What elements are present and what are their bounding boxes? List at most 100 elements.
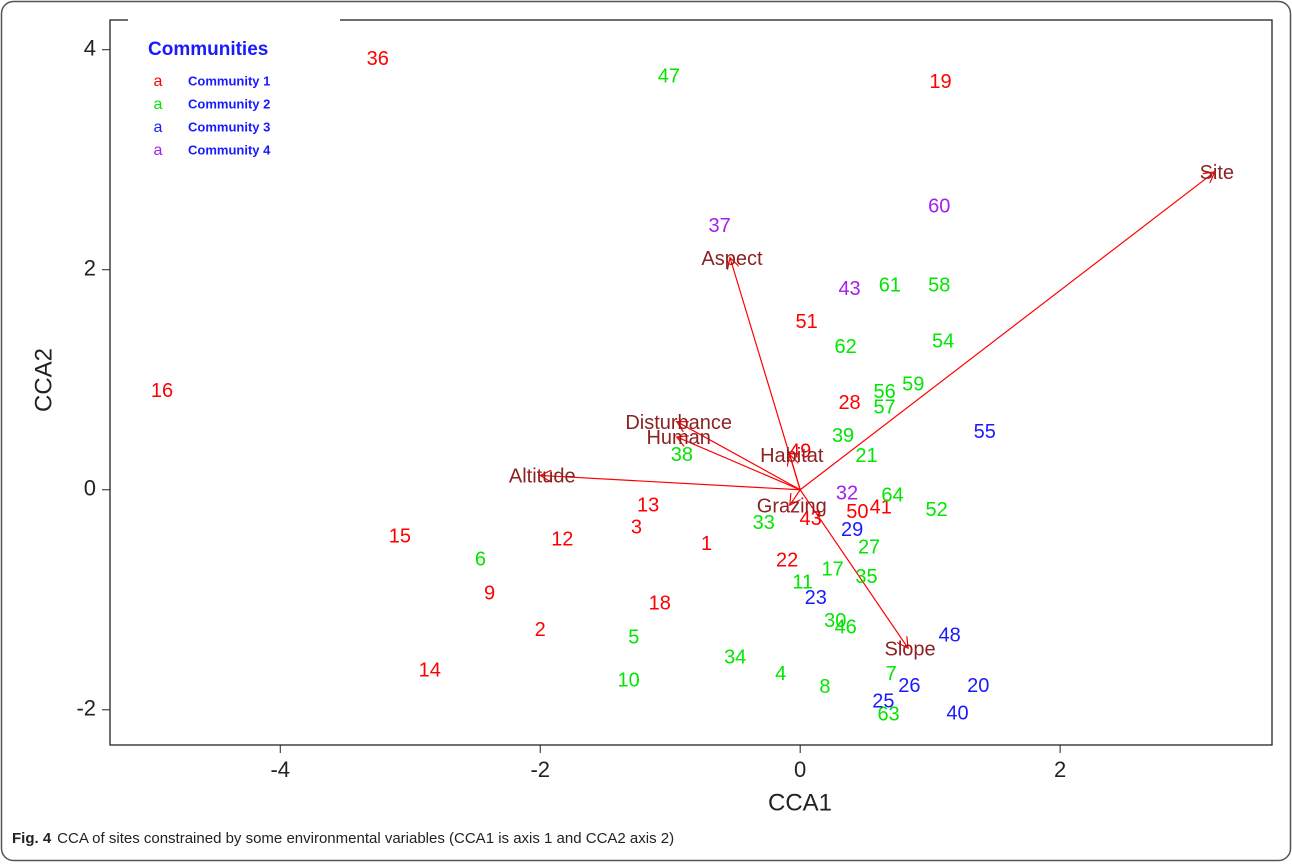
point-label: 21 (855, 445, 877, 467)
point-label: 48 (939, 624, 961, 646)
point-label: 11 (792, 572, 813, 594)
point-label: 57 (874, 397, 896, 419)
legend-title: Communities (148, 39, 268, 60)
point-label: 58 (928, 275, 950, 297)
point-label: 27 (858, 536, 880, 558)
point-label: 20 (967, 675, 989, 697)
legend-marker: a (154, 119, 163, 136)
y-tick-label: 4 (84, 36, 96, 61)
vector-label: Altitude (509, 466, 576, 488)
vector-label: Slope (884, 638, 935, 660)
legend-marker: a (154, 96, 163, 113)
point-label: 5 (628, 627, 639, 649)
point-label: 28 (838, 392, 860, 414)
point-label: 34 (724, 646, 746, 668)
point-label: 60 (928, 195, 950, 217)
point-label: 54 (932, 331, 954, 353)
point-label: 33 (753, 512, 775, 534)
caption-text: CCA of sites constrained by some environ… (57, 830, 674, 847)
point-label: 40 (946, 702, 968, 724)
x-tick-label: -4 (270, 757, 290, 782)
point-label: 22 (776, 550, 798, 572)
vector-label: Human (646, 427, 710, 449)
point-label: 49 (789, 441, 811, 463)
point-label: 52 (926, 499, 948, 521)
vector-label: Aspect (701, 248, 763, 270)
point-label: 29 (841, 519, 863, 541)
point-label: 41 (870, 497, 892, 519)
point-label: 56 (874, 381, 896, 403)
plot-frame (109, 19, 1273, 746)
point-label: 18 (649, 592, 671, 614)
point-label: 16 (151, 380, 173, 402)
point-label: 61 (879, 275, 901, 297)
x-tick-label: -2 (530, 757, 550, 782)
point-label: 50 (846, 501, 868, 523)
point-label: 3 (631, 517, 642, 539)
legend-label: Community 2 (188, 96, 270, 111)
y-tick-label: 0 (84, 476, 96, 501)
point-label: 14 (419, 660, 441, 682)
vector-arrow (790, 489, 800, 505)
point-label: 17 (822, 558, 844, 580)
point-label: 1 (701, 533, 712, 555)
caption: Fig. 4 CCA of sites constrained by some e… (12, 830, 674, 847)
point-label: 6 (475, 548, 486, 570)
vector-label: Site (1200, 162, 1234, 184)
point-label: 63 (877, 704, 899, 726)
vector-arrow (540, 475, 801, 491)
point-label: 37 (708, 215, 730, 237)
x-tick-label: 2 (1054, 757, 1066, 782)
y-tick-label: 2 (84, 256, 96, 281)
x-tick-label: 0 (794, 757, 806, 782)
point-label: 47 (658, 65, 680, 87)
point-label: 15 (389, 525, 411, 547)
vector-label: Grazing (757, 495, 827, 517)
point-label: 10 (617, 669, 639, 691)
vector-arrow (730, 258, 801, 490)
point-label: 46 (835, 617, 857, 639)
caption-label: Fig. 4 (12, 830, 52, 847)
legend-label: Community 3 (188, 119, 270, 134)
point-label: 62 (835, 336, 857, 358)
point-label: 30 (824, 610, 846, 632)
vector-arrow (790, 455, 801, 490)
point-label: 25 (872, 690, 894, 712)
point-label: 7 (886, 663, 897, 685)
legend-label: Community 1 (188, 73, 270, 88)
point-label: 64 (881, 485, 903, 507)
point-label: 59 (902, 374, 924, 396)
vector-arrow (799, 172, 1215, 491)
legend-box (128, 8, 340, 168)
point-label: 35 (855, 566, 877, 588)
point-label: 36 (367, 48, 389, 70)
legend-marker: a (154, 142, 163, 159)
y-axis-title: CCA2 (30, 348, 57, 412)
vector-arrow (799, 489, 908, 648)
point-label: 38 (671, 444, 693, 466)
point-label: 55 (974, 421, 996, 443)
point-label: 2 (535, 619, 546, 641)
legend-marker: a (154, 73, 163, 90)
point-label: 9 (484, 583, 495, 605)
point-label: 19 (929, 71, 951, 93)
vector-label: Habitat (760, 445, 824, 467)
point-label: 13 (637, 495, 659, 517)
vector-label: Disturbance (625, 412, 732, 434)
point-label: 43 (799, 508, 821, 530)
vector-arrow (677, 437, 801, 491)
point-label: 32 (836, 482, 858, 504)
y-tick-label: -2 (76, 696, 96, 721)
point-label: 43 (838, 278, 860, 300)
vector-arrow (677, 422, 801, 491)
point-label: 23 (805, 587, 827, 609)
point-label: 39 (832, 425, 854, 447)
point-label: 26 (898, 675, 920, 697)
point-label: 12 (551, 529, 573, 551)
legend-label: Community 4 (188, 142, 271, 157)
x-axis-title: CCA1 (768, 789, 832, 816)
point-label: 8 (819, 676, 830, 698)
